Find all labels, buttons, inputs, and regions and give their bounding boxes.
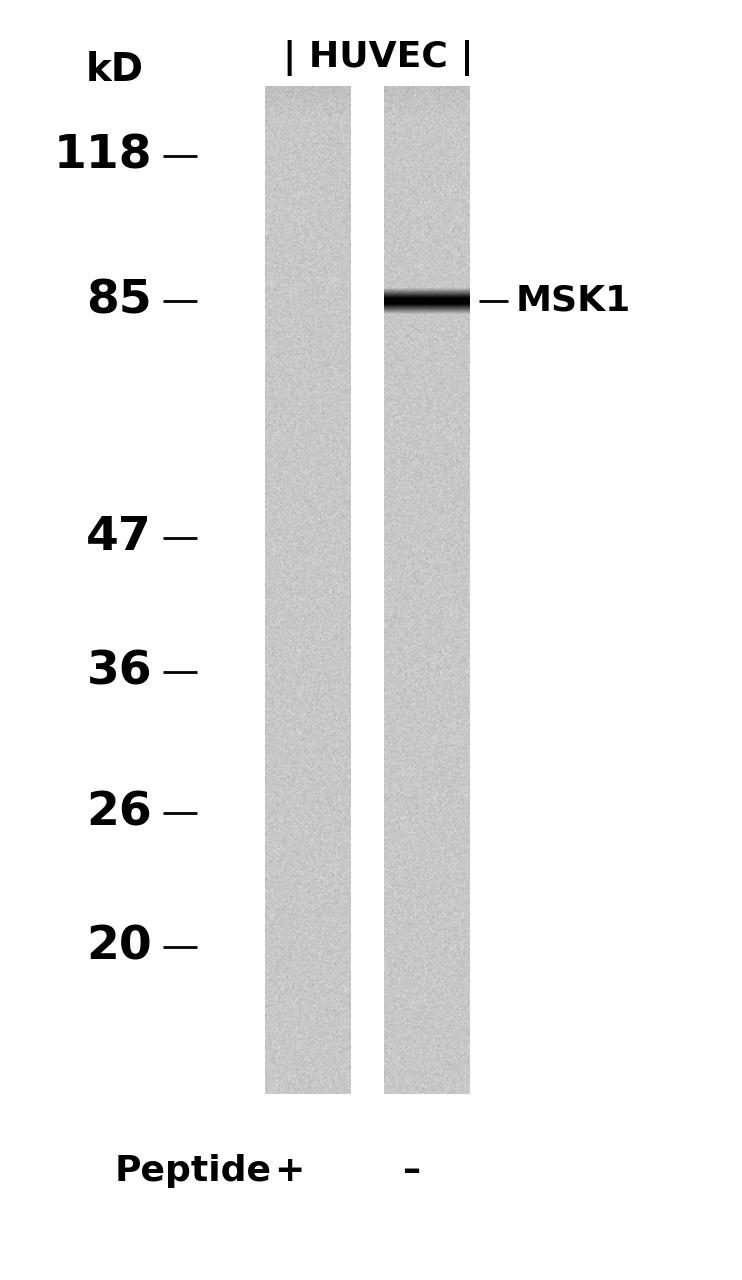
Text: 20: 20 — [86, 924, 152, 970]
Text: 26: 26 — [86, 790, 152, 836]
Text: 118: 118 — [53, 133, 152, 179]
Text: 47: 47 — [86, 515, 152, 561]
Text: Peptide: Peptide — [115, 1155, 272, 1188]
Text: MSK1: MSK1 — [516, 284, 631, 317]
Text: –: – — [403, 1155, 421, 1188]
Text: 85: 85 — [87, 278, 152, 324]
Text: +: + — [275, 1155, 304, 1188]
Text: kD: kD — [85, 51, 143, 90]
Text: | HUVEC |: | HUVEC | — [283, 40, 473, 76]
Text: 36: 36 — [87, 649, 152, 695]
